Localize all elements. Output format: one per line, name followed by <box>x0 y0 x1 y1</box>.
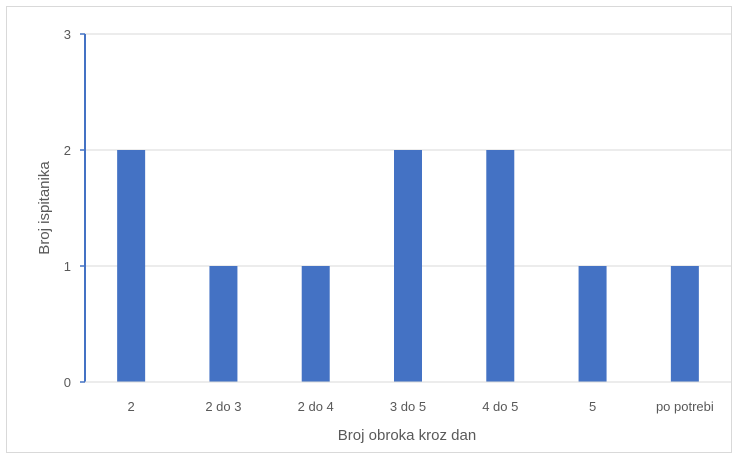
bar-1 <box>117 150 146 382</box>
x-tick-label: po potrebi <box>656 399 714 414</box>
y-tick-label: 0 <box>64 375 71 390</box>
x-tick-label: 2 <box>128 399 135 414</box>
axes <box>80 33 731 383</box>
x-tick-label: 5 <box>589 399 596 414</box>
x-tick-labels: 2 2 do 3 2 do 4 3 do 5 4 do 5 5 po potrebi <box>128 399 714 414</box>
x-tick-label: 2 do 4 <box>298 399 334 414</box>
y-tick-label: 2 <box>64 143 71 158</box>
bar-6 <box>578 266 607 382</box>
y-axis-title: Broj ispitanika <box>36 161 53 255</box>
x-tick-label: 3 do 5 <box>390 399 426 414</box>
bar-3 <box>301 266 330 382</box>
bar-2 <box>209 266 238 382</box>
y-tick-labels: 0 1 2 3 <box>64 27 71 390</box>
bar-7 <box>670 266 699 382</box>
bars <box>117 150 699 382</box>
y-tick-label: 3 <box>64 27 71 42</box>
bar-5 <box>486 150 515 382</box>
bar-4 <box>394 150 422 382</box>
x-tick-label: 4 do 5 <box>482 399 518 414</box>
x-axis-title: Broj obroka kroz dan <box>338 427 476 444</box>
y-tick-label: 1 <box>64 259 71 274</box>
x-tick-label: 2 do 3 <box>205 399 241 414</box>
